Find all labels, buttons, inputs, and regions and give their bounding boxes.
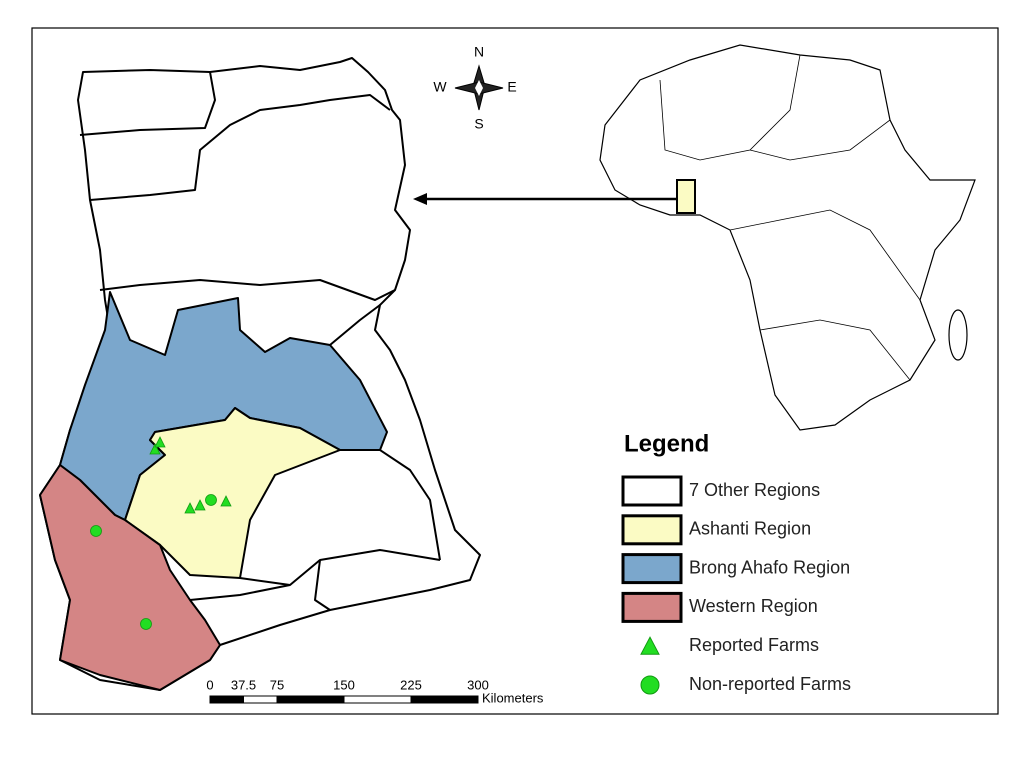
compass-w: W [433,79,447,95]
madagascar [948,309,968,361]
farms [90,436,232,630]
legend-label: Brong Ahafo Region [689,557,850,577]
non-reported-farm [205,494,217,506]
reported-farm [194,499,206,511]
ghana [39,57,481,691]
scale-tick-label: 37.5 [231,677,256,692]
compass-n: N [474,44,484,60]
scale-segment [343,695,412,704]
region-border [329,304,381,346]
scale-segment [209,695,244,704]
western [39,464,221,691]
scale-segment [410,695,479,704]
reported-farm [184,502,196,514]
legend-swatch [621,475,683,507]
reported-farm [220,495,232,507]
non-reported-farm [90,525,102,537]
region-border [79,71,216,136]
country-border [729,209,921,301]
legend-label: Ashanti Region [689,519,811,539]
region-border [314,559,331,611]
arrow-head [413,193,427,205]
scale-tick-label: 150 [333,677,355,692]
legend-label: 7 Other Regions [689,480,820,500]
legend-swatch [621,514,683,546]
legend-swatch [621,553,683,585]
country-border [759,319,911,381]
region-border [189,584,291,601]
ashanti [124,407,341,579]
country-border [659,54,801,161]
reported-farm [149,443,161,455]
scale-tick-label: 75 [270,677,284,692]
region-border [379,449,441,561]
compass-s: S [474,116,483,132]
legend-label: Western Region [689,596,818,616]
compass-e: E [507,79,516,95]
reported-farm [154,436,166,448]
region-border [99,279,396,301]
country-border [749,119,891,161]
legend-title: Legend [624,430,709,457]
scale-segment [276,695,345,704]
africa-outline [599,44,976,431]
ghana-highlight [676,179,696,214]
scale-tick-label: 0 [206,677,213,692]
scale-tick-label: 300 [467,677,489,692]
non-reported-farm [140,618,152,630]
region-border [89,94,391,201]
compass: N E S W [433,44,516,132]
legend-label: Non-reported Farms [689,674,851,694]
scale-tick-label: 225 [400,677,422,692]
legend-label: Reported Farms [689,635,819,655]
africa [599,44,976,431]
compass-center [475,80,483,96]
legend-swatch [621,591,683,623]
legend-swatch [640,636,660,655]
scale-segment [243,695,278,704]
scale-unit: Kilometers [482,690,544,705]
legend: 7 Other Regions Ashanti Region Brong Ahafo… [621,475,851,695]
legend-swatch [640,675,660,695]
